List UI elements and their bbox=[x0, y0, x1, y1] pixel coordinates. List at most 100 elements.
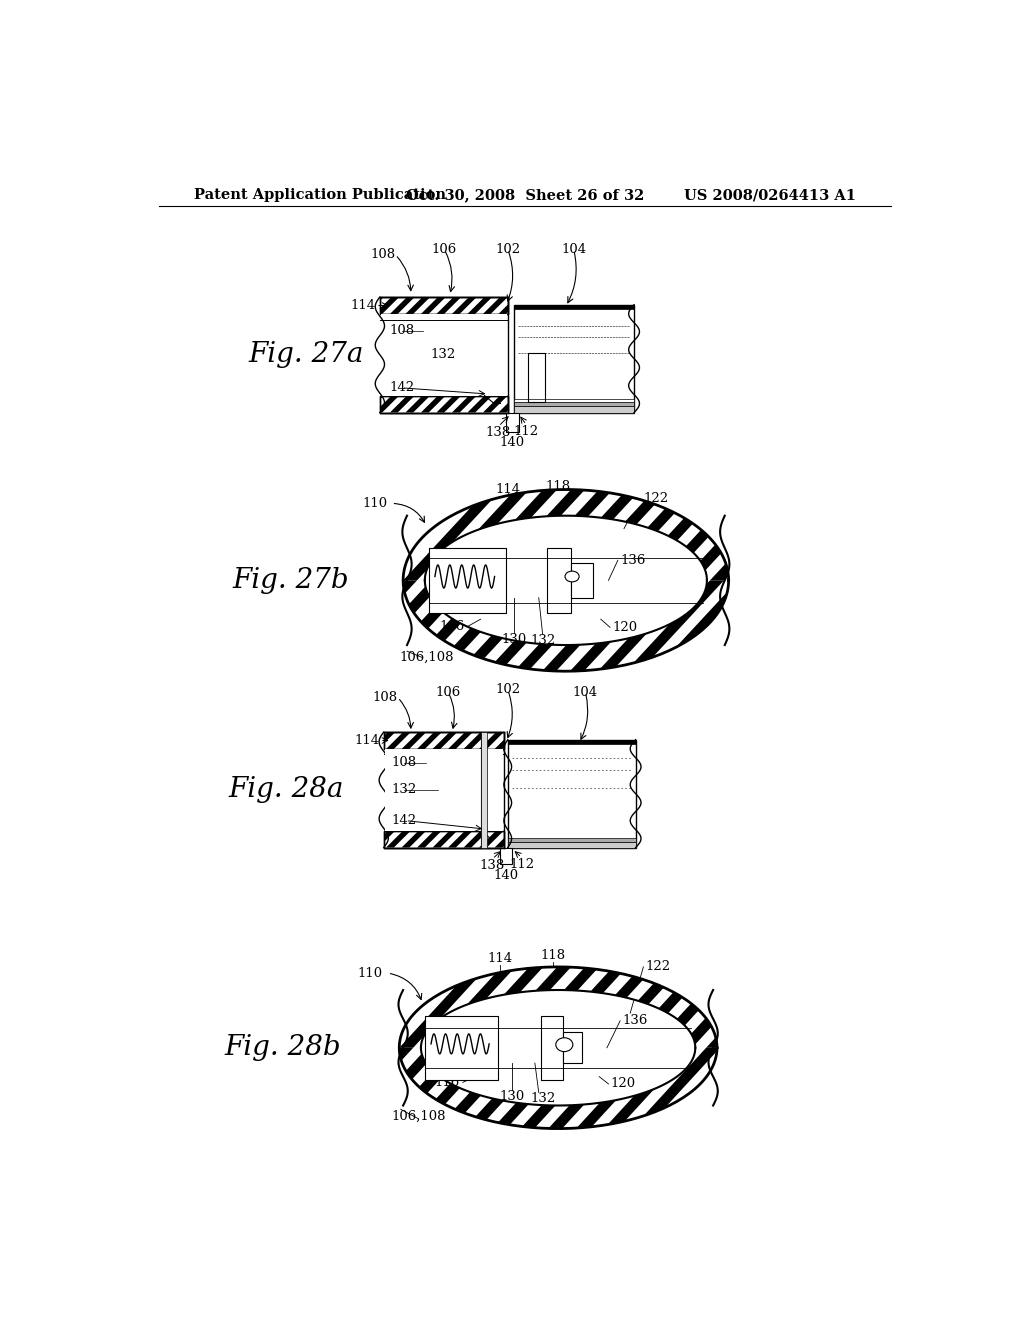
Polygon shape bbox=[375, 396, 399, 412]
Text: 122: 122 bbox=[643, 492, 669, 506]
Bar bbox=[508, 739, 636, 743]
Polygon shape bbox=[492, 1071, 506, 1080]
Polygon shape bbox=[340, 830, 365, 847]
Polygon shape bbox=[297, 396, 322, 412]
Polygon shape bbox=[513, 960, 690, 1137]
Polygon shape bbox=[758, 482, 955, 678]
Polygon shape bbox=[646, 482, 844, 678]
Polygon shape bbox=[404, 1016, 420, 1024]
Polygon shape bbox=[441, 548, 457, 557]
Polygon shape bbox=[464, 733, 488, 748]
Text: 106: 106 bbox=[435, 685, 461, 698]
Polygon shape bbox=[399, 968, 717, 1048]
Polygon shape bbox=[442, 1016, 457, 1024]
Polygon shape bbox=[467, 1071, 481, 1080]
Polygon shape bbox=[479, 482, 676, 678]
Polygon shape bbox=[282, 396, 306, 412]
Polygon shape bbox=[429, 960, 606, 1137]
Ellipse shape bbox=[556, 1038, 572, 1052]
Polygon shape bbox=[535, 482, 732, 678]
Text: Fig. 28a: Fig. 28a bbox=[228, 776, 344, 804]
Text: 142: 142 bbox=[389, 381, 415, 395]
Text: 140: 140 bbox=[500, 436, 525, 449]
Polygon shape bbox=[675, 482, 871, 678]
Bar bbox=[384, 733, 504, 748]
Polygon shape bbox=[514, 396, 539, 412]
Bar bbox=[508, 842, 636, 847]
Polygon shape bbox=[479, 733, 504, 748]
Polygon shape bbox=[429, 1016, 444, 1024]
Bar bbox=[380, 396, 508, 412]
Text: 120: 120 bbox=[612, 620, 638, 634]
Polygon shape bbox=[442, 1071, 457, 1080]
Polygon shape bbox=[399, 968, 717, 1048]
Text: 104: 104 bbox=[561, 243, 586, 256]
Polygon shape bbox=[328, 297, 352, 314]
Polygon shape bbox=[618, 482, 815, 678]
Polygon shape bbox=[340, 482, 537, 678]
Polygon shape bbox=[340, 482, 537, 678]
Polygon shape bbox=[597, 960, 773, 1137]
Polygon shape bbox=[401, 960, 579, 1137]
Polygon shape bbox=[485, 960, 662, 1137]
Polygon shape bbox=[312, 396, 337, 412]
Polygon shape bbox=[380, 1016, 394, 1024]
Polygon shape bbox=[495, 733, 519, 748]
Polygon shape bbox=[401, 733, 426, 748]
Polygon shape bbox=[464, 830, 488, 847]
Polygon shape bbox=[390, 297, 415, 314]
Polygon shape bbox=[702, 482, 899, 678]
Polygon shape bbox=[403, 581, 729, 671]
Text: 136: 136 bbox=[623, 1014, 648, 1027]
Bar bbox=[514, 401, 634, 407]
Bar bbox=[429, 548, 506, 557]
Polygon shape bbox=[354, 548, 370, 557]
Polygon shape bbox=[247, 733, 271, 748]
Polygon shape bbox=[266, 297, 291, 314]
Text: Patent Application Publication: Patent Application Publication bbox=[194, 189, 445, 202]
Bar bbox=[500, 847, 512, 865]
Text: 106: 106 bbox=[431, 243, 457, 256]
Polygon shape bbox=[406, 297, 430, 314]
Polygon shape bbox=[569, 960, 745, 1137]
Polygon shape bbox=[421, 396, 445, 412]
Polygon shape bbox=[367, 548, 382, 557]
Polygon shape bbox=[814, 482, 1011, 678]
Polygon shape bbox=[458, 960, 634, 1137]
Polygon shape bbox=[368, 1016, 382, 1024]
Polygon shape bbox=[346, 960, 522, 1137]
Text: 104: 104 bbox=[572, 685, 598, 698]
Text: 130: 130 bbox=[499, 1090, 524, 1104]
Polygon shape bbox=[702, 482, 899, 678]
Bar bbox=[429, 548, 506, 557]
Polygon shape bbox=[262, 830, 287, 847]
Polygon shape bbox=[499, 297, 523, 314]
Polygon shape bbox=[355, 830, 380, 847]
Bar bbox=[429, 603, 506, 612]
Polygon shape bbox=[251, 396, 275, 412]
Text: 130: 130 bbox=[502, 632, 526, 645]
Polygon shape bbox=[764, 960, 941, 1137]
Polygon shape bbox=[479, 482, 676, 678]
Polygon shape bbox=[541, 960, 718, 1137]
Polygon shape bbox=[485, 960, 662, 1137]
Text: 118: 118 bbox=[540, 949, 565, 962]
Polygon shape bbox=[359, 396, 384, 412]
Polygon shape bbox=[293, 733, 317, 748]
Polygon shape bbox=[278, 733, 302, 748]
Polygon shape bbox=[681, 960, 857, 1137]
Bar bbox=[425, 1071, 499, 1080]
Text: 138: 138 bbox=[479, 859, 505, 873]
Polygon shape bbox=[391, 548, 407, 557]
Text: 132: 132 bbox=[530, 635, 555, 647]
Polygon shape bbox=[793, 960, 969, 1137]
Polygon shape bbox=[432, 830, 458, 847]
Polygon shape bbox=[406, 396, 430, 412]
Polygon shape bbox=[541, 960, 718, 1137]
Polygon shape bbox=[355, 1071, 370, 1080]
Polygon shape bbox=[429, 960, 606, 1137]
Polygon shape bbox=[359, 297, 384, 314]
Bar bbox=[429, 548, 506, 612]
Text: 120: 120 bbox=[610, 1077, 635, 1090]
Polygon shape bbox=[436, 396, 461, 412]
